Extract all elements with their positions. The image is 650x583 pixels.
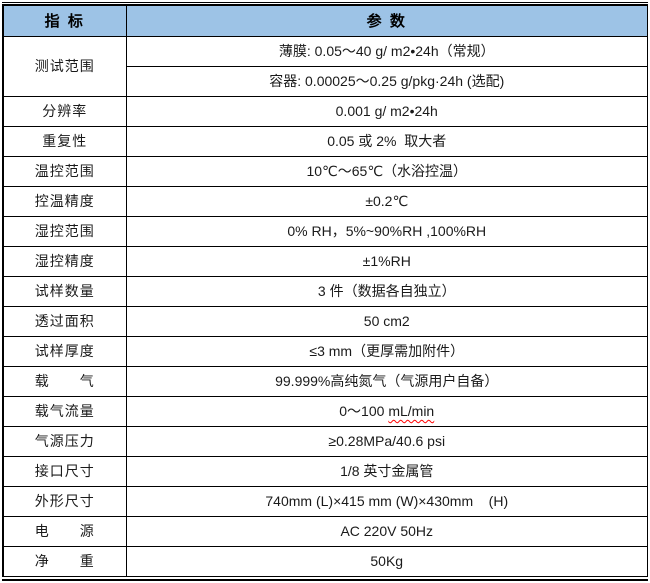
table-row: 接口尺寸 1/8 英寸金属管: [2, 455, 648, 487]
column-header-parameter: 参 数: [125, 4, 648, 37]
spec-value-temp-range: 10℃～65℃（水浴控温）: [125, 155, 648, 187]
table-row: 试样厚度 ≤3 mm（更厚需加附件）: [2, 335, 648, 367]
spec-label-gas-flow: 载气流量: [2, 395, 127, 427]
spec-label-carrier-gas: 载 气: [2, 365, 127, 397]
spec-label-power: 电 源: [2, 515, 127, 547]
spec-label-resolution: 分辨率: [2, 95, 127, 127]
spec-value-sample-count: 3 件（数据各自独立）: [125, 275, 648, 307]
spec-value-carrier-gas: 99.999%高纯氮气（气源用户自备）: [125, 365, 648, 397]
table-row: 分辨率 0.001 g/ m2•24h: [2, 95, 648, 127]
spec-value-net-weight: 50Kg: [125, 545, 648, 577]
spec-label-temp-range: 温控范围: [2, 155, 127, 187]
table-header-row: 指 标 参 数: [2, 4, 648, 37]
spec-value-film-range: 薄膜: 0.05～40 g/ m2•24h（常规）: [125, 35, 648, 67]
table-row: 载气流量 0～100 mL/min: [2, 395, 648, 427]
table-row: 测试范围 薄膜: 0.05～40 g/ m2•24h（常规）: [2, 35, 648, 97]
spec-label-port-size: 接口尺寸: [2, 455, 127, 487]
spec-label-dimensions: 外形尺寸: [2, 485, 127, 517]
spec-value-transmission-area: 50 cm2: [125, 305, 648, 337]
table-row: 透过面积 50 cm2: [2, 305, 648, 337]
spec-label-humidity-accuracy: 湿控精度: [2, 245, 127, 277]
spec-table: 指 标 参 数 测试范围 薄膜: 0.05～40 g/ m2•24h（常规） 容…: [2, 4, 648, 577]
table-row: 重复性 0.05 或 2% 取大者: [2, 125, 648, 157]
table-row: 湿控范围 0% RH，5%~90%RH ,100%RH: [2, 215, 648, 247]
spec-value-dimensions: 740mm (L)×415 mm (W)×430mm (H): [125, 485, 648, 517]
spec-value-gas-flow: 0～100 mL/min: [125, 395, 648, 427]
spec-label-transmission-area: 透过面积: [2, 305, 127, 337]
column-header-indicator: 指 标: [2, 4, 127, 37]
spec-label-net-weight: 净 重: [2, 545, 127, 577]
table-row: 电 源 AC 220V 50Hz: [2, 515, 648, 547]
table-row: 容器: 0.00025～0.25 g/pkg·24h (选配): [3, 65, 648, 97]
table-row: 湿控精度 ±1%RH: [2, 245, 648, 277]
spec-label-temp-accuracy: 控温精度: [2, 185, 127, 217]
spec-value-gas-pressure: ≥0.28MPa/40.6 psi: [125, 425, 648, 457]
table-row: 载 气 99.999%高纯氮气（气源用户自备）: [2, 365, 648, 397]
spec-label-sample-thickness: 试样厚度: [2, 335, 127, 367]
table-row: 气源压力 ≥0.28MPa/40.6 psi: [2, 425, 648, 457]
spec-label-sample-count: 试样数量: [2, 275, 127, 307]
spec-value-power: AC 220V 50Hz: [125, 515, 648, 547]
gas-flow-number: 0～100: [339, 403, 389, 419]
spec-value-sample-thickness: ≤3 mm（更厚需加附件）: [125, 335, 648, 367]
spec-label-test-range: 测试范围: [2, 35, 127, 97]
spec-value-resolution: 0.001 g/ m2•24h: [125, 95, 648, 127]
spellcheck-underline: mL/min: [388, 403, 435, 419]
table-row: 试样数量 3 件（数据各自独立）: [2, 275, 648, 307]
spec-label-humidity-range: 湿控范围: [2, 215, 127, 247]
spec-label-repeatability: 重复性: [2, 125, 127, 157]
table-row: 净 重 50Kg: [2, 545, 648, 577]
table-row: 外形尺寸 740mm (L)×415 mm (W)×430mm (H): [2, 485, 648, 517]
spec-value-container-range: 容器: 0.00025～0.25 g/pkg·24h (选配): [125, 65, 648, 97]
spec-value-humidity-range: 0% RH，5%~90%RH ,100%RH: [125, 215, 648, 247]
table-row: 温控范围 10℃～65℃（水浴控温）: [2, 155, 648, 187]
spec-value-repeatability: 0.05 或 2% 取大者: [125, 125, 648, 157]
spec-value-temp-accuracy: ±0.2℃: [125, 185, 648, 217]
table-row: 控温精度 ±0.2℃: [2, 185, 648, 217]
spec-label-gas-pressure: 气源压力: [2, 425, 127, 457]
spec-value-port-size: 1/8 英寸金属管: [125, 455, 648, 487]
spec-value-humidity-accuracy: ±1%RH: [125, 245, 648, 277]
